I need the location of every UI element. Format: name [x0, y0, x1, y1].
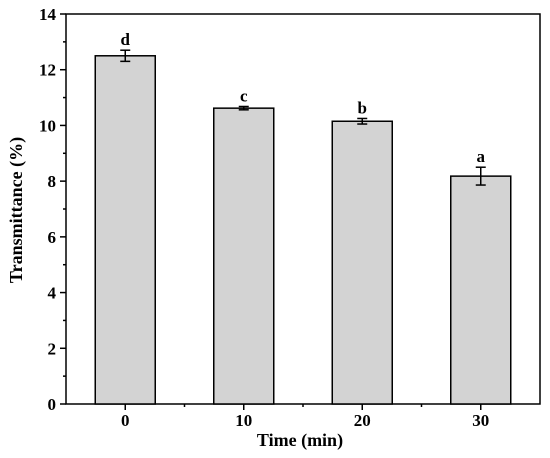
- x-tick-label: 20: [354, 411, 371, 430]
- y-tick-label: 14: [39, 5, 57, 24]
- bars: d c b a: [94, 30, 512, 405]
- x-axis-label: Time (min): [257, 430, 343, 451]
- y-tick-label: 8: [48, 172, 57, 191]
- y-tick-label: 12: [39, 61, 56, 80]
- x-axis: 0 10 20 30: [121, 404, 489, 430]
- x-tick-label: 30: [472, 411, 489, 430]
- significance-label: a: [477, 147, 486, 166]
- y-axis-label: Transmittance (%): [6, 137, 27, 283]
- y-axis: 0 2 4 6 8 10 12 14: [39, 5, 66, 414]
- bar: [450, 175, 512, 405]
- y-tick-label: 0: [48, 395, 57, 414]
- x-tick-label: 0: [121, 411, 130, 430]
- bar: [94, 55, 156, 405]
- bar: [213, 107, 275, 405]
- x-tick-label: 10: [235, 411, 252, 430]
- y-tick-label: 4: [48, 284, 57, 303]
- y-tick-label: 2: [48, 339, 57, 358]
- y-tick-label: 10: [39, 116, 56, 135]
- significance-label: c: [240, 86, 248, 105]
- significance-label: d: [121, 30, 131, 49]
- significance-label: b: [358, 98, 367, 117]
- bar: [331, 120, 393, 405]
- y-tick-label: 6: [48, 228, 57, 247]
